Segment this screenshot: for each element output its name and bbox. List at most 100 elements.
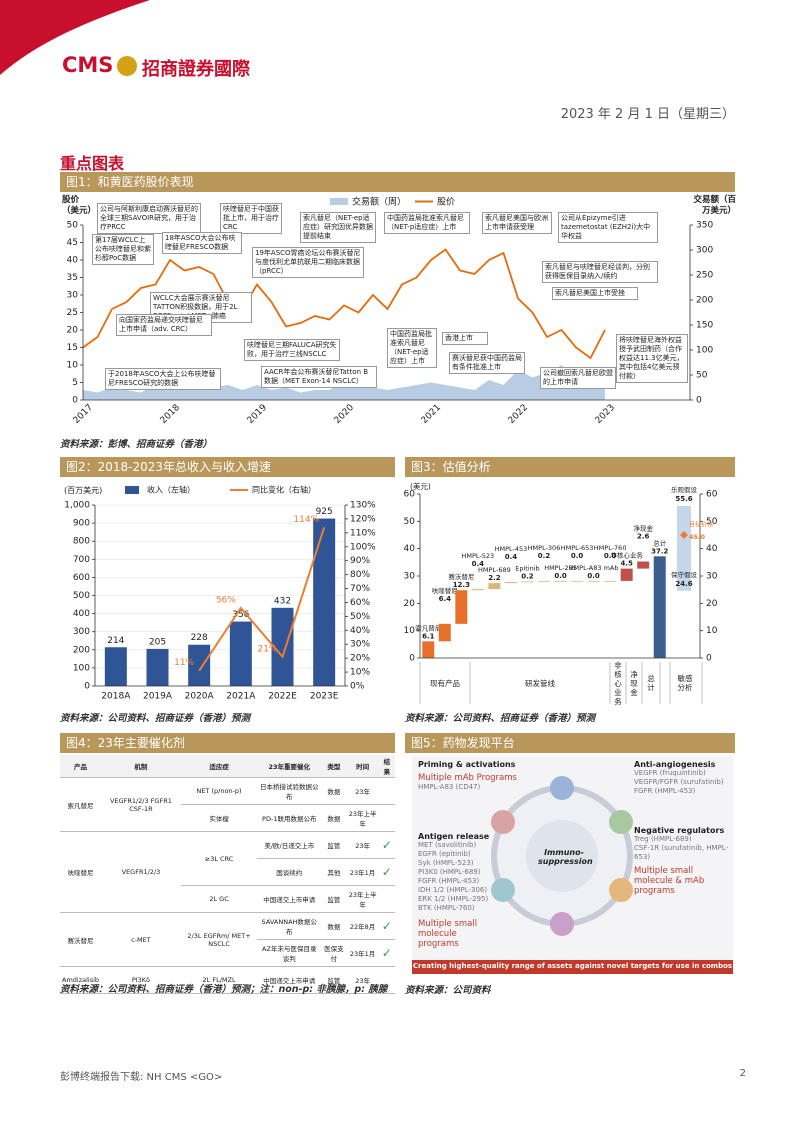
x-tick-label: 2018 [159, 403, 182, 426]
empty-cell [378, 804, 395, 832]
table-cell: 其他 [321, 858, 347, 886]
annotation: 呋喹替尼三期FALUCA研究失败，用于治疗三线NSCLC [244, 339, 340, 361]
sensitivity-range [677, 506, 691, 591]
item-list: HMPL-A83 (CD47) [418, 783, 518, 792]
table-cell: VEGFR1/2/3 [101, 831, 181, 913]
y2-tick-label: 50% [350, 612, 370, 622]
table-cell: 23年 [346, 777, 379, 805]
group-label: 敏感分析 [677, 674, 693, 692]
y2-tick-label: 100% [350, 542, 376, 552]
table-row: 呋喹替尼 VEGFR1/2/3 ≥3L CRC 美/欧/日递交上市 监管 23年 ✓ [60, 831, 395, 913]
y2-tick-label: 110% [350, 528, 376, 538]
y-tick-label: 900 [73, 519, 90, 529]
legend-swatch [125, 486, 139, 494]
waterfall-bar [488, 583, 501, 590]
growth-label: 21% [257, 644, 277, 654]
bar-name: 呋喹替尼 [432, 586, 458, 595]
target-marker [680, 531, 688, 539]
center-cell [526, 820, 598, 892]
y-tick-label: 300 [73, 627, 90, 637]
cycle-step [550, 912, 574, 936]
waterfall-bar [554, 580, 567, 582]
priming-block: Priming & activations Multiple mAb Progr… [418, 760, 518, 792]
annotation: 索凡替尼美国与欧洲上市申请获受理 [482, 212, 552, 234]
catalyst-table: 产品 机制 适应症 23年重要催化 类型 时间 结果 索凡替尼 VEGFR1/2/3 FGFR1… [60, 755, 395, 994]
figure-title: 图3：估值分析 [405, 457, 735, 477]
programs: Multiple mAb Programs [418, 773, 517, 783]
bar-value: 6.4 [439, 595, 452, 603]
banner: Creating highest-quality range of assets… [412, 962, 733, 970]
y2-tick-label: 50 [696, 371, 708, 381]
table-cell: 数据 [321, 804, 347, 832]
y-tick-label: 400 [73, 609, 90, 619]
x-tick-label: 2023 [594, 403, 617, 426]
bar-label: 214 [107, 636, 124, 646]
y-tick-label: 10 [404, 626, 416, 636]
section-title: 重点图表 [60, 154, 125, 173]
table-cell: 监管 [321, 885, 347, 913]
logo: CMS [62, 53, 114, 77]
growth-label: 114% [293, 515, 319, 525]
y-tick-label: 0 [409, 654, 415, 664]
heading: Priming & activations [418, 760, 516, 769]
sensitivity-value: 24.6 [675, 580, 692, 588]
waterfall-bar [604, 580, 617, 582]
y-tick-label: 1,000 [64, 501, 90, 511]
source-note: 资料来源：公司资料、招商证券（香港）预测 [60, 713, 251, 724]
list-item: MET (savolitinib) [418, 841, 477, 849]
unit-label: (美元) [410, 482, 431, 491]
table-cell: 2L FL/MZL [180, 966, 258, 994]
legend-label: 交易额（周） [352, 196, 406, 208]
y-tick-label: 200 [73, 645, 90, 655]
list-item: FGFR (HMPL-453) [418, 877, 480, 885]
figure-title: 图4：23年主要催化剂 [60, 733, 395, 753]
annotation: 呋喹替尼于中国获批上市，用于治疗CRC [220, 203, 282, 234]
y2-tick-label: 30 [706, 572, 718, 582]
table-cell: 23年上半年 [346, 885, 379, 913]
programs: Multiple small molecule & mAb programs [634, 866, 705, 896]
x-tick-label: 2021 [420, 403, 443, 426]
x-tick-label: 2020A [185, 692, 215, 702]
platform-graphic [412, 776, 733, 974]
y-tick-label: 20 [404, 599, 416, 609]
y2-tick-label: 0% [350, 682, 365, 692]
table-cell: 实体瘤 [180, 804, 258, 832]
table-cell: 数据 [321, 912, 347, 940]
table-row: 索凡替尼 VEGFR1/2/3 FGFR1 CSF-1R NET (p/non-p)… [60, 777, 395, 832]
y-tick-label: 40 [404, 544, 416, 554]
y2-tick-label: 100 [696, 346, 713, 356]
sensitivity-label: 乐观假设 [671, 485, 698, 494]
y2-tick-label: 0 [696, 396, 702, 406]
item-list: Treg (HMPL-689) CSF-1R (surufatinib, HMPL… [634, 835, 730, 862]
y2-tick-label: 10 [706, 626, 718, 636]
empty-cell [378, 966, 395, 994]
bar-value: 0.0 [571, 552, 584, 560]
waterfall-bar [504, 582, 517, 584]
growth-line [198, 526, 326, 672]
bar-value: 0.0 [587, 572, 600, 580]
y-tick-label: 50 [404, 517, 416, 527]
table-cell: 日本桥接试验数据公布 [257, 777, 322, 805]
legend-label: 收入（左轴） [147, 485, 195, 495]
bar-value: 0.4 [472, 560, 485, 568]
table: 产品 机制 适应症 23年重要催化 类型 时间 结果 索凡替尼 VEGFR1/2/3 FGFR1… [60, 755, 395, 994]
bar-name: 净现金 [633, 524, 653, 533]
table-cell: Amdizalisib [60, 966, 102, 994]
growth-label: 11% [174, 658, 194, 668]
sensitivity-label: 保守假设 [671, 570, 698, 579]
bar-name: HMPL-306 [528, 544, 561, 552]
bar-value: 0.4 [505, 553, 518, 561]
target-value: 45.0 [689, 533, 706, 541]
table-cell: 22年8月 [346, 912, 379, 940]
bar [313, 518, 336, 686]
y-tick-label: 800 [73, 537, 90, 547]
bar-value: 37.2 [651, 547, 668, 555]
list-item: IDH 1/2 (HMPL-306) [418, 886, 488, 894]
x-tick-label: 2019 [246, 403, 269, 426]
bar-name: HMPL-689 [478, 566, 511, 574]
bar-name: HMPL-653 [561, 544, 594, 552]
banner-bg [412, 960, 733, 974]
price-line [82, 248, 606, 360]
y2-tick-label: 50 [706, 517, 718, 527]
heading: Negative regulators [634, 826, 725, 835]
